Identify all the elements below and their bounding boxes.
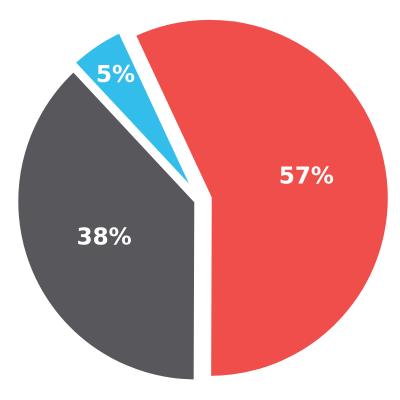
pie-slice-3	[71, 29, 199, 197]
slices-layer	[14, 15, 392, 384]
pie-slice-1	[131, 15, 392, 380]
pie-slice-2	[14, 67, 199, 384]
pie-slice-label-1: 57%	[279, 164, 334, 190]
pie-slice-label-3: 5%	[96, 62, 135, 88]
labels-layer: 57% 38% 5%	[77, 62, 334, 251]
pie-slice-label-2: 38%	[77, 225, 132, 251]
